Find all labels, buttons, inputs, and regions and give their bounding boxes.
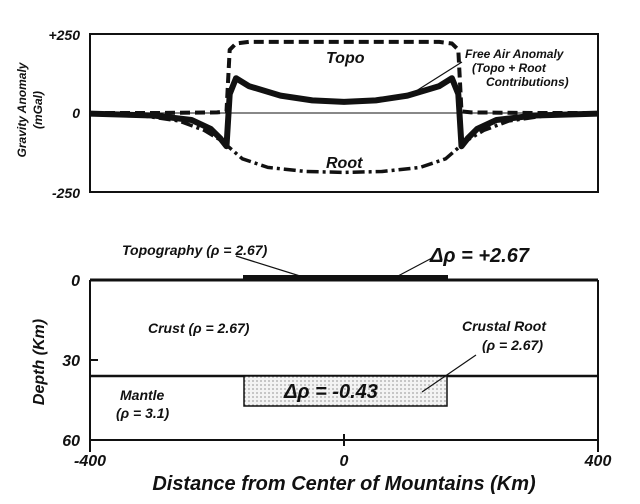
free-air-sublabel-1: (Topo + Root <box>472 61 547 75</box>
crustal-root-block <box>243 375 448 407</box>
series-line-free-air-anomaly <box>89 75 599 150</box>
free-air-sublabel-2: Contributions) <box>486 75 569 89</box>
gravity-yunit: (mGal) <box>31 91 45 129</box>
topo-label: Topo <box>326 50 365 67</box>
anomaly-series-group <box>89 39 599 175</box>
root-delta-rho: Δρ = -0.43 <box>283 381 378 403</box>
gravity-anomaly-panel: +250 0 -250 Gravity Anomaly (mGal) Topo … <box>15 27 599 201</box>
delta-rho-pointer <box>397 257 433 277</box>
free-air-pointer <box>404 61 463 99</box>
distance-xlabel: Distance from Center of Mountains (Km) <box>152 473 536 495</box>
topography-block <box>243 275 448 281</box>
depth-ylabel: Depth (Km) <box>31 319 48 405</box>
topography-label: Topography (ρ = 2.67) <box>122 242 268 258</box>
xtick-label-400: 400 <box>584 453 612 470</box>
xtick-label-0: 0 <box>340 453 349 470</box>
crust-label: Crust (ρ = 2.67) <box>148 320 250 336</box>
crustal-root-pointer <box>421 354 477 393</box>
series-line-root <box>89 111 599 175</box>
depth-tick-30: 30 <box>62 353 80 370</box>
mantle-density: (ρ = 3.1) <box>116 405 170 421</box>
ytick-label-neg250: -250 <box>52 185 80 201</box>
topo-delta-rho: Δρ = +2.67 <box>429 245 530 267</box>
cross-section-panel: -400 0 400 0 30 60 Distance from Center … <box>31 242 611 495</box>
gravity-ylabel: Gravity Anomaly <box>15 61 29 157</box>
mantle-label: Mantle <box>120 387 165 403</box>
ytick-label-0: 0 <box>72 105 80 121</box>
depth-tick-0: 0 <box>71 273 80 290</box>
free-air-label: Free Air Anomaly <box>465 47 565 61</box>
topography-pointer <box>235 255 301 277</box>
xtick-label-neg400: -400 <box>74 453 106 470</box>
root-label: Root <box>326 155 363 172</box>
crustal-root-density: (ρ = 2.67) <box>482 337 543 353</box>
depth-tick-60: 60 <box>62 433 80 450</box>
ytick-label-250: +250 <box>48 27 80 43</box>
crustal-root-label: Crustal Root <box>462 318 547 334</box>
series-line-topo <box>90 39 598 115</box>
